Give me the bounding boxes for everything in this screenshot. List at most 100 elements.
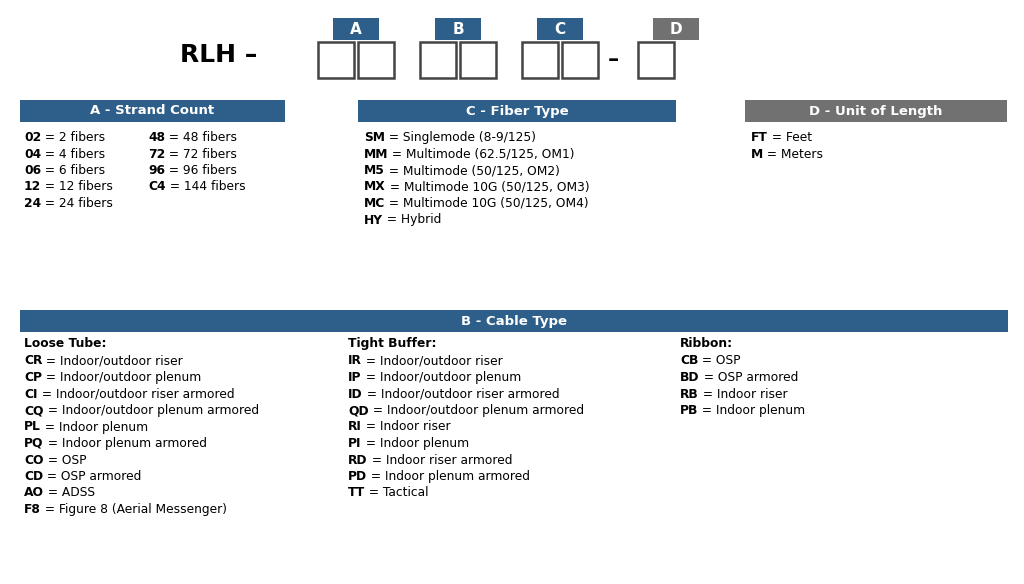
Text: AO: AO — [24, 486, 44, 499]
Bar — [20, 310, 1008, 332]
Text: = 4 fibers: = 4 fibers — [41, 148, 105, 161]
Text: = Indoor plenum armored: = Indoor plenum armored — [368, 470, 530, 483]
Bar — [537, 18, 583, 40]
Text: FT: FT — [751, 131, 768, 144]
Text: IR: IR — [348, 354, 361, 367]
Text: = Indoor riser armored: = Indoor riser armored — [368, 454, 512, 467]
Bar — [420, 42, 456, 78]
Text: 12: 12 — [24, 180, 41, 193]
Text: CR: CR — [24, 354, 42, 367]
Text: = Multimode (50/125, OM2): = Multimode (50/125, OM2) — [385, 164, 560, 177]
Text: = Multimode (62.5/125, OM1): = Multimode (62.5/125, OM1) — [388, 148, 575, 161]
Text: IP: IP — [348, 371, 361, 384]
Bar — [522, 42, 558, 78]
Bar — [460, 42, 496, 78]
Text: CO: CO — [24, 454, 43, 467]
Text: A: A — [350, 22, 361, 36]
Text: D - Unit of Length: D - Unit of Length — [809, 105, 943, 117]
Text: CD: CD — [24, 470, 43, 483]
Text: B - Cable Type: B - Cable Type — [461, 315, 567, 328]
Text: B: B — [453, 22, 464, 36]
Text: Ribbon:: Ribbon: — [680, 337, 733, 350]
Text: = 72 fibers: = 72 fibers — [165, 148, 238, 161]
Text: MC: MC — [364, 197, 385, 210]
Text: C4: C4 — [148, 180, 166, 193]
Bar — [653, 18, 699, 40]
Text: = ADSS: = ADSS — [44, 486, 95, 499]
Text: = Indoor plenum armored: = Indoor plenum armored — [43, 437, 207, 450]
Text: = Multimode 10G (50/125, OM3): = Multimode 10G (50/125, OM3) — [386, 180, 590, 193]
Text: = OSP: = OSP — [43, 454, 86, 467]
Bar — [358, 100, 676, 122]
Text: 48: 48 — [148, 131, 165, 144]
Text: TT: TT — [348, 486, 366, 499]
Text: = Indoor/outdoor plenum: = Indoor/outdoor plenum — [361, 371, 521, 384]
Text: PD: PD — [348, 470, 368, 483]
Text: MM: MM — [364, 148, 388, 161]
Text: = OSP armored: = OSP armored — [699, 371, 798, 384]
Bar — [562, 42, 598, 78]
Text: = Singlemode (8-9/125): = Singlemode (8-9/125) — [385, 131, 536, 144]
Bar — [333, 18, 379, 40]
Text: A - Strand Count: A - Strand Count — [90, 105, 215, 117]
Text: RLH –: RLH – — [179, 43, 257, 67]
Text: MX: MX — [364, 180, 386, 193]
Text: = Indoor/outdoor riser: = Indoor/outdoor riser — [361, 354, 503, 367]
Text: = Indoor riser: = Indoor riser — [361, 420, 451, 433]
Text: = OSP: = OSP — [698, 354, 741, 367]
Text: QD: QD — [348, 404, 369, 417]
Text: 72: 72 — [148, 148, 165, 161]
Text: C - Fiber Type: C - Fiber Type — [466, 105, 568, 117]
Text: = 24 fibers: = 24 fibers — [41, 197, 113, 210]
Text: CI: CI — [24, 388, 38, 401]
Text: BD: BD — [680, 371, 699, 384]
Bar — [638, 42, 674, 78]
Text: 06: 06 — [24, 164, 41, 177]
Text: = OSP armored: = OSP armored — [43, 470, 141, 483]
Text: = 144 fibers: = 144 fibers — [166, 180, 245, 193]
Text: PL: PL — [24, 420, 41, 433]
Text: F8: F8 — [24, 503, 41, 516]
Text: Tight Buffer:: Tight Buffer: — [348, 337, 436, 350]
Text: SM: SM — [364, 131, 385, 144]
Bar — [358, 42, 394, 78]
Text: CP: CP — [24, 371, 42, 384]
Text: C: C — [554, 22, 565, 36]
Text: = 6 fibers: = 6 fibers — [41, 164, 105, 177]
Text: PI: PI — [348, 437, 361, 450]
Text: RD: RD — [348, 454, 368, 467]
Text: = 96 fibers: = 96 fibers — [165, 164, 237, 177]
Text: = 2 fibers: = 2 fibers — [41, 131, 105, 144]
Text: = Meters: = Meters — [763, 148, 823, 161]
Text: 24: 24 — [24, 197, 41, 210]
Text: = Indoor/outdoor plenum: = Indoor/outdoor plenum — [42, 371, 202, 384]
Text: CB: CB — [680, 354, 698, 367]
Text: = 48 fibers: = 48 fibers — [165, 131, 237, 144]
Text: 96: 96 — [148, 164, 165, 177]
Text: = Indoor/outdoor riser armored: = Indoor/outdoor riser armored — [38, 388, 234, 401]
Text: = Indoor/outdoor plenum armored: = Indoor/outdoor plenum armored — [43, 404, 259, 417]
Text: = Indoor plenum: = Indoor plenum — [361, 437, 469, 450]
Text: = Feet: = Feet — [768, 131, 812, 144]
Text: CQ: CQ — [24, 404, 43, 417]
Text: 04: 04 — [24, 148, 41, 161]
Text: D: D — [670, 22, 682, 36]
Text: RI: RI — [348, 420, 361, 433]
Text: ID: ID — [348, 388, 362, 401]
Bar — [435, 18, 481, 40]
Text: M: M — [751, 148, 763, 161]
Text: = Indoor/outdoor plenum armored: = Indoor/outdoor plenum armored — [369, 404, 584, 417]
Bar — [745, 100, 1007, 122]
Text: = Figure 8 (Aerial Messenger): = Figure 8 (Aerial Messenger) — [41, 503, 227, 516]
Text: = Indoor/outdoor riser: = Indoor/outdoor riser — [42, 354, 183, 367]
Text: = Tactical: = Tactical — [366, 486, 429, 499]
Text: = Indoor plenum: = Indoor plenum — [41, 420, 148, 433]
Text: = 12 fibers: = 12 fibers — [41, 180, 113, 193]
Text: = Multimode 10G (50/125, OM4): = Multimode 10G (50/125, OM4) — [385, 197, 589, 210]
Text: = Indoor riser: = Indoor riser — [698, 388, 787, 401]
Text: 02: 02 — [24, 131, 41, 144]
Text: RB: RB — [680, 388, 698, 401]
Text: = Indoor plenum: = Indoor plenum — [698, 404, 806, 417]
Text: PB: PB — [680, 404, 698, 417]
Text: M5: M5 — [364, 164, 385, 177]
